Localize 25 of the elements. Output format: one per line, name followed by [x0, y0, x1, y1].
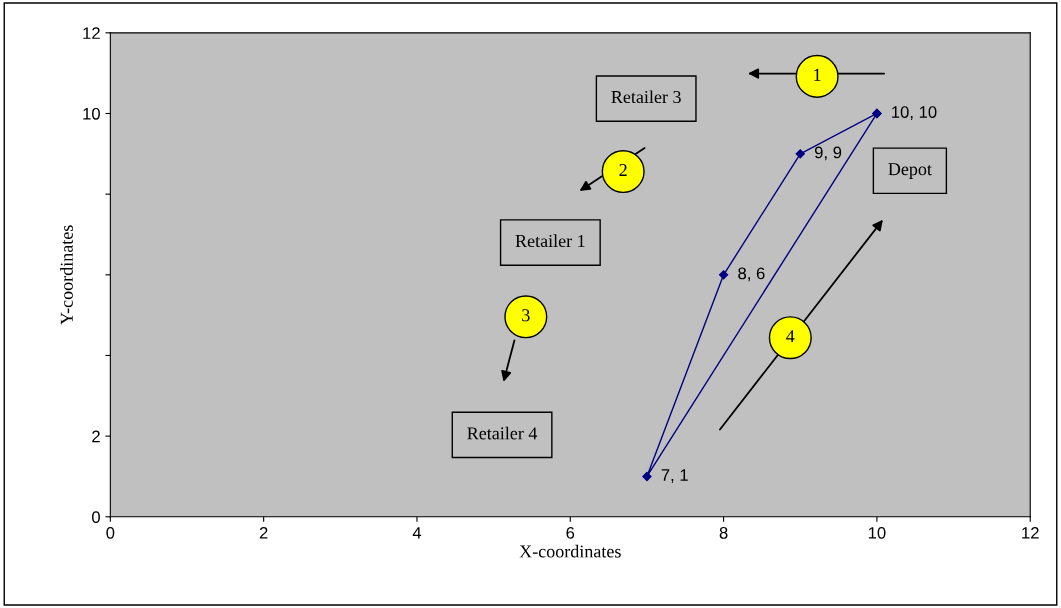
y-tick-label: 0 [92, 511, 100, 523]
y-axis-title: Y-coordinates [60, 225, 73, 325]
x-tick-label: 8 [719, 526, 728, 539]
y-tick-label: 2 [92, 430, 100, 443]
annotation: Retailer 4 [467, 426, 538, 440]
data-label: 7, 1 [661, 469, 688, 483]
annotation: 4 [786, 330, 795, 343]
data-label: 8, 6 [738, 267, 765, 282]
x-tick-label: 2 [259, 526, 268, 539]
data-label: 9, 9 [814, 146, 842, 161]
annotation: 2 [619, 163, 627, 176]
annotation: 3 [522, 309, 530, 322]
y-tick-label: 10 [83, 107, 100, 120]
x-axis-title: X-coordinates [519, 544, 621, 558]
annotation: Depot [888, 163, 932, 179]
x-tick-label: 12 [1022, 526, 1039, 539]
annotation: Retailer 1 [515, 234, 585, 248]
y-tick-label: 12 [83, 27, 100, 39]
x-tick-label: 4 [412, 527, 422, 539]
x-tick-label: 0 [106, 526, 115, 539]
annotation: Retailer 3 [611, 90, 681, 104]
annotation: 1 [814, 68, 821, 81]
x-tick-label: 6 [566, 526, 575, 539]
data-label: 10, 10 [892, 106, 937, 120]
x-tick-label: 10 [868, 526, 886, 539]
